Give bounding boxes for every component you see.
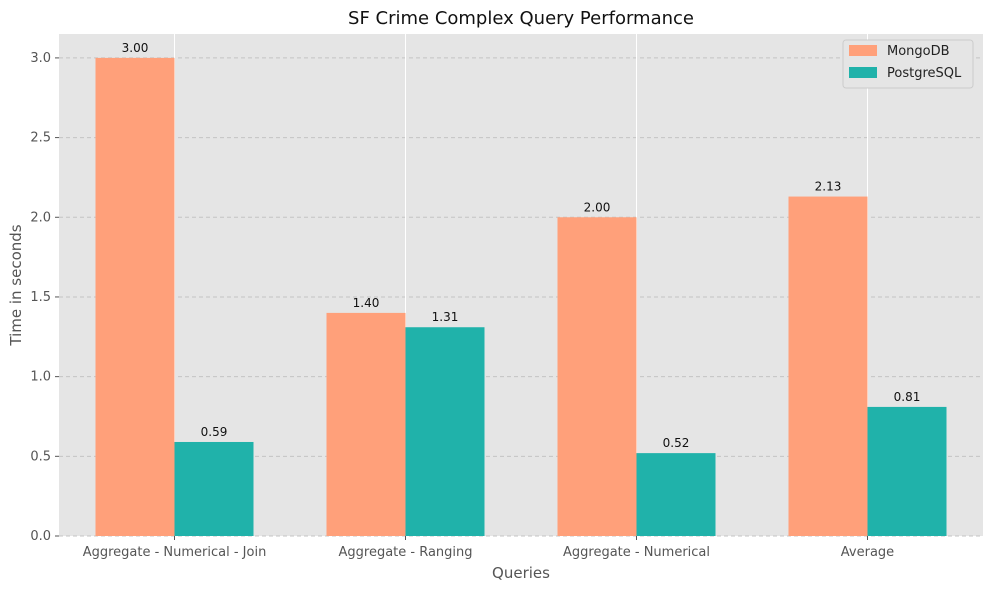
legend: MongoDB PostgreSQL (842, 39, 974, 89)
bar-mongodb-1 (326, 312, 406, 536)
bar-postgresql-2 (636, 453, 716, 536)
chart-title: SF Crime Complex Query Performance (348, 8, 694, 29)
data-label-postgresql-1: 1.31 (432, 310, 459, 324)
y-tick-label: 1.5 (30, 290, 51, 305)
x-tick-label: Aggregate - Numerical (563, 545, 710, 560)
data-label-mongodb-0: 3.00 (122, 41, 149, 55)
bar-mongodb-2 (557, 217, 637, 536)
y-tick-label: 1.0 (30, 370, 51, 385)
x-tick-label: Average (841, 545, 894, 560)
data-label-postgresql-0: 0.59 (201, 425, 228, 439)
legend-label-mongodb: MongoDB (887, 44, 950, 59)
data-label-postgresql-3: 0.81 (894, 390, 921, 404)
x-axis-title: Queries (492, 564, 550, 582)
bars (95, 57, 947, 537)
legend-swatch-postgresql (849, 67, 877, 78)
y-tick-label: 2.0 (30, 210, 51, 225)
data-label-mongodb-2: 2.00 (584, 200, 611, 214)
y-tick-label: 0.5 (30, 449, 51, 464)
bar-mongodb-0 (95, 57, 175, 537)
bar-mongodb-3 (788, 196, 868, 537)
bar-postgresql-0 (174, 441, 254, 536)
bar-postgresql-1 (405, 327, 485, 536)
legend-swatch-mongodb (849, 45, 877, 56)
x-tick-label: Aggregate - Numerical - Join (83, 545, 267, 560)
data-label-mongodb-3: 2.13 (815, 180, 842, 194)
x-axis: Aggregate - Numerical - Join Aggregate - … (83, 536, 894, 560)
bar-postgresql-3 (867, 406, 947, 536)
x-tick-label: Aggregate - Ranging (338, 545, 472, 560)
data-labels: 3.00 1.40 2.00 2.13 0.59 1.31 0.52 0.81 (122, 41, 921, 450)
y-tick-label: 2.5 (30, 131, 51, 146)
y-tick-label: 0.0 (30, 529, 51, 544)
data-label-postgresql-2: 0.52 (663, 436, 690, 450)
data-label-mongodb-1: 1.40 (353, 296, 380, 310)
y-axis-title: Time in seconds (7, 224, 25, 346)
y-tick-label: 3.0 (30, 51, 51, 66)
y-axis: 0.0 0.5 1.0 1.5 2.0 2.5 3.0 (30, 51, 59, 544)
legend-label-postgresql: PostgreSQL (887, 66, 962, 81)
